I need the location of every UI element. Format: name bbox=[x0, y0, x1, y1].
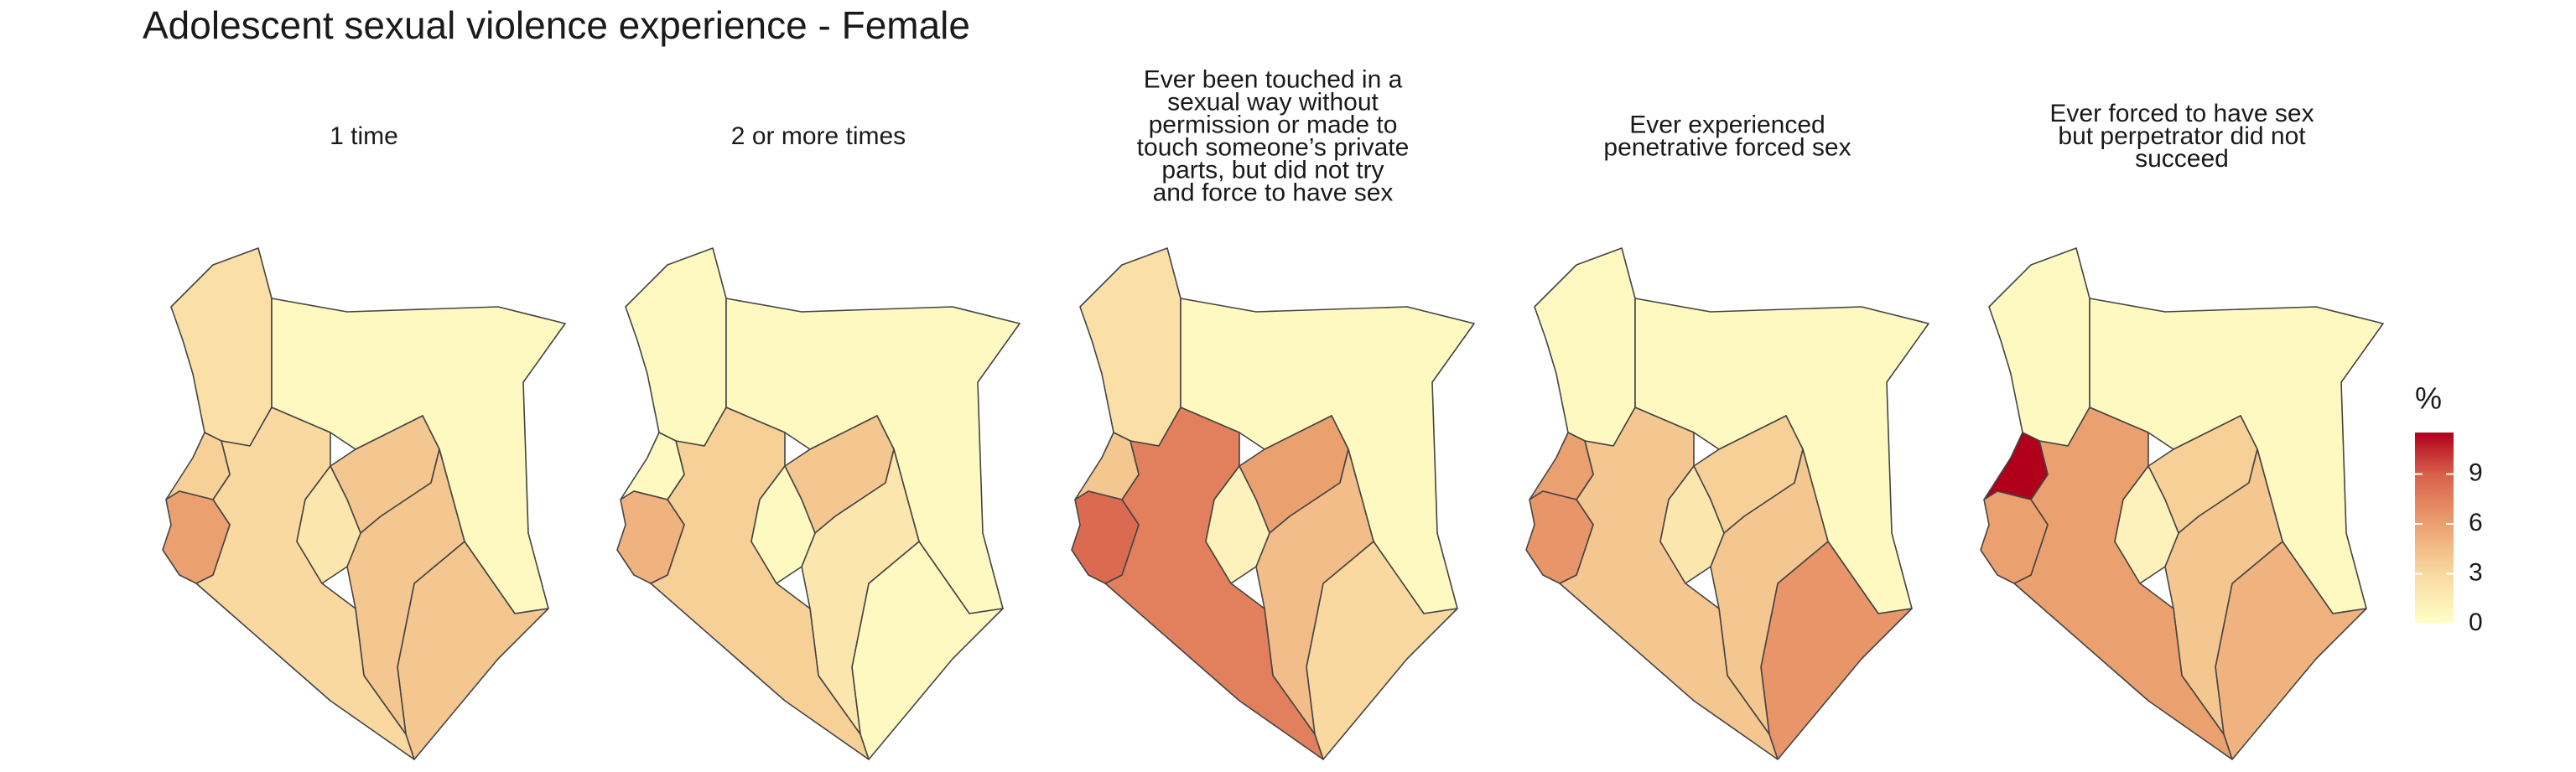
region bbox=[2114, 465, 2179, 584]
chart-title: Adolescent sexual violence experience - … bbox=[143, 3, 970, 47]
panel-title: penetrative forced sex bbox=[1603, 133, 1851, 161]
region bbox=[165, 432, 231, 500]
map-panel bbox=[162, 247, 566, 760]
region bbox=[1079, 247, 1182, 447]
region bbox=[1525, 490, 1594, 584]
region bbox=[616, 490, 685, 584]
legend-tick-label: 6 bbox=[2469, 509, 2483, 536]
map-panel bbox=[616, 247, 1021, 760]
legend-tick-label: 3 bbox=[2469, 558, 2483, 586]
map-panel bbox=[1071, 247, 1475, 760]
map-panel bbox=[1525, 247, 1929, 760]
region bbox=[296, 465, 361, 584]
panel-title: and force to have sex bbox=[1153, 179, 1394, 206]
region bbox=[1983, 432, 2049, 500]
panel-title: Ever been touched in a bbox=[1144, 65, 1403, 93]
region bbox=[1534, 247, 1636, 447]
region bbox=[1205, 465, 1270, 584]
legend-tick-label: 0 bbox=[2469, 609, 2483, 636]
region bbox=[1071, 490, 1140, 584]
panel-title: sexual way without bbox=[1167, 88, 1379, 116]
legend-tick-label: 9 bbox=[2469, 459, 2483, 486]
map-panel bbox=[1980, 247, 2384, 760]
region bbox=[162, 490, 231, 584]
region bbox=[620, 432, 685, 500]
panel-title: 1 time bbox=[330, 122, 398, 150]
panel-title: Ever experienced bbox=[1629, 111, 1825, 138]
panel-title: Ever forced to have sex bbox=[2049, 100, 2314, 127]
region bbox=[1659, 465, 1725, 584]
region bbox=[170, 247, 273, 447]
region bbox=[625, 247, 727, 447]
panel-title: touch someone’s private bbox=[1137, 133, 1410, 161]
region bbox=[1980, 490, 2049, 584]
panel-title: parts, but did not try bbox=[1161, 156, 1384, 184]
region bbox=[1074, 432, 1140, 500]
panel-title: 2 or more times bbox=[731, 122, 906, 150]
region bbox=[750, 465, 816, 584]
legend-title: % bbox=[2415, 381, 2442, 416]
panel-title: but perpetrator did not bbox=[2058, 122, 2306, 150]
panel-title: succeed bbox=[2135, 145, 2229, 173]
region bbox=[1529, 432, 1594, 500]
panel-title: permission or made to bbox=[1149, 111, 1398, 138]
region bbox=[1988, 247, 2090, 447]
legend-colorbar bbox=[2415, 433, 2454, 624]
